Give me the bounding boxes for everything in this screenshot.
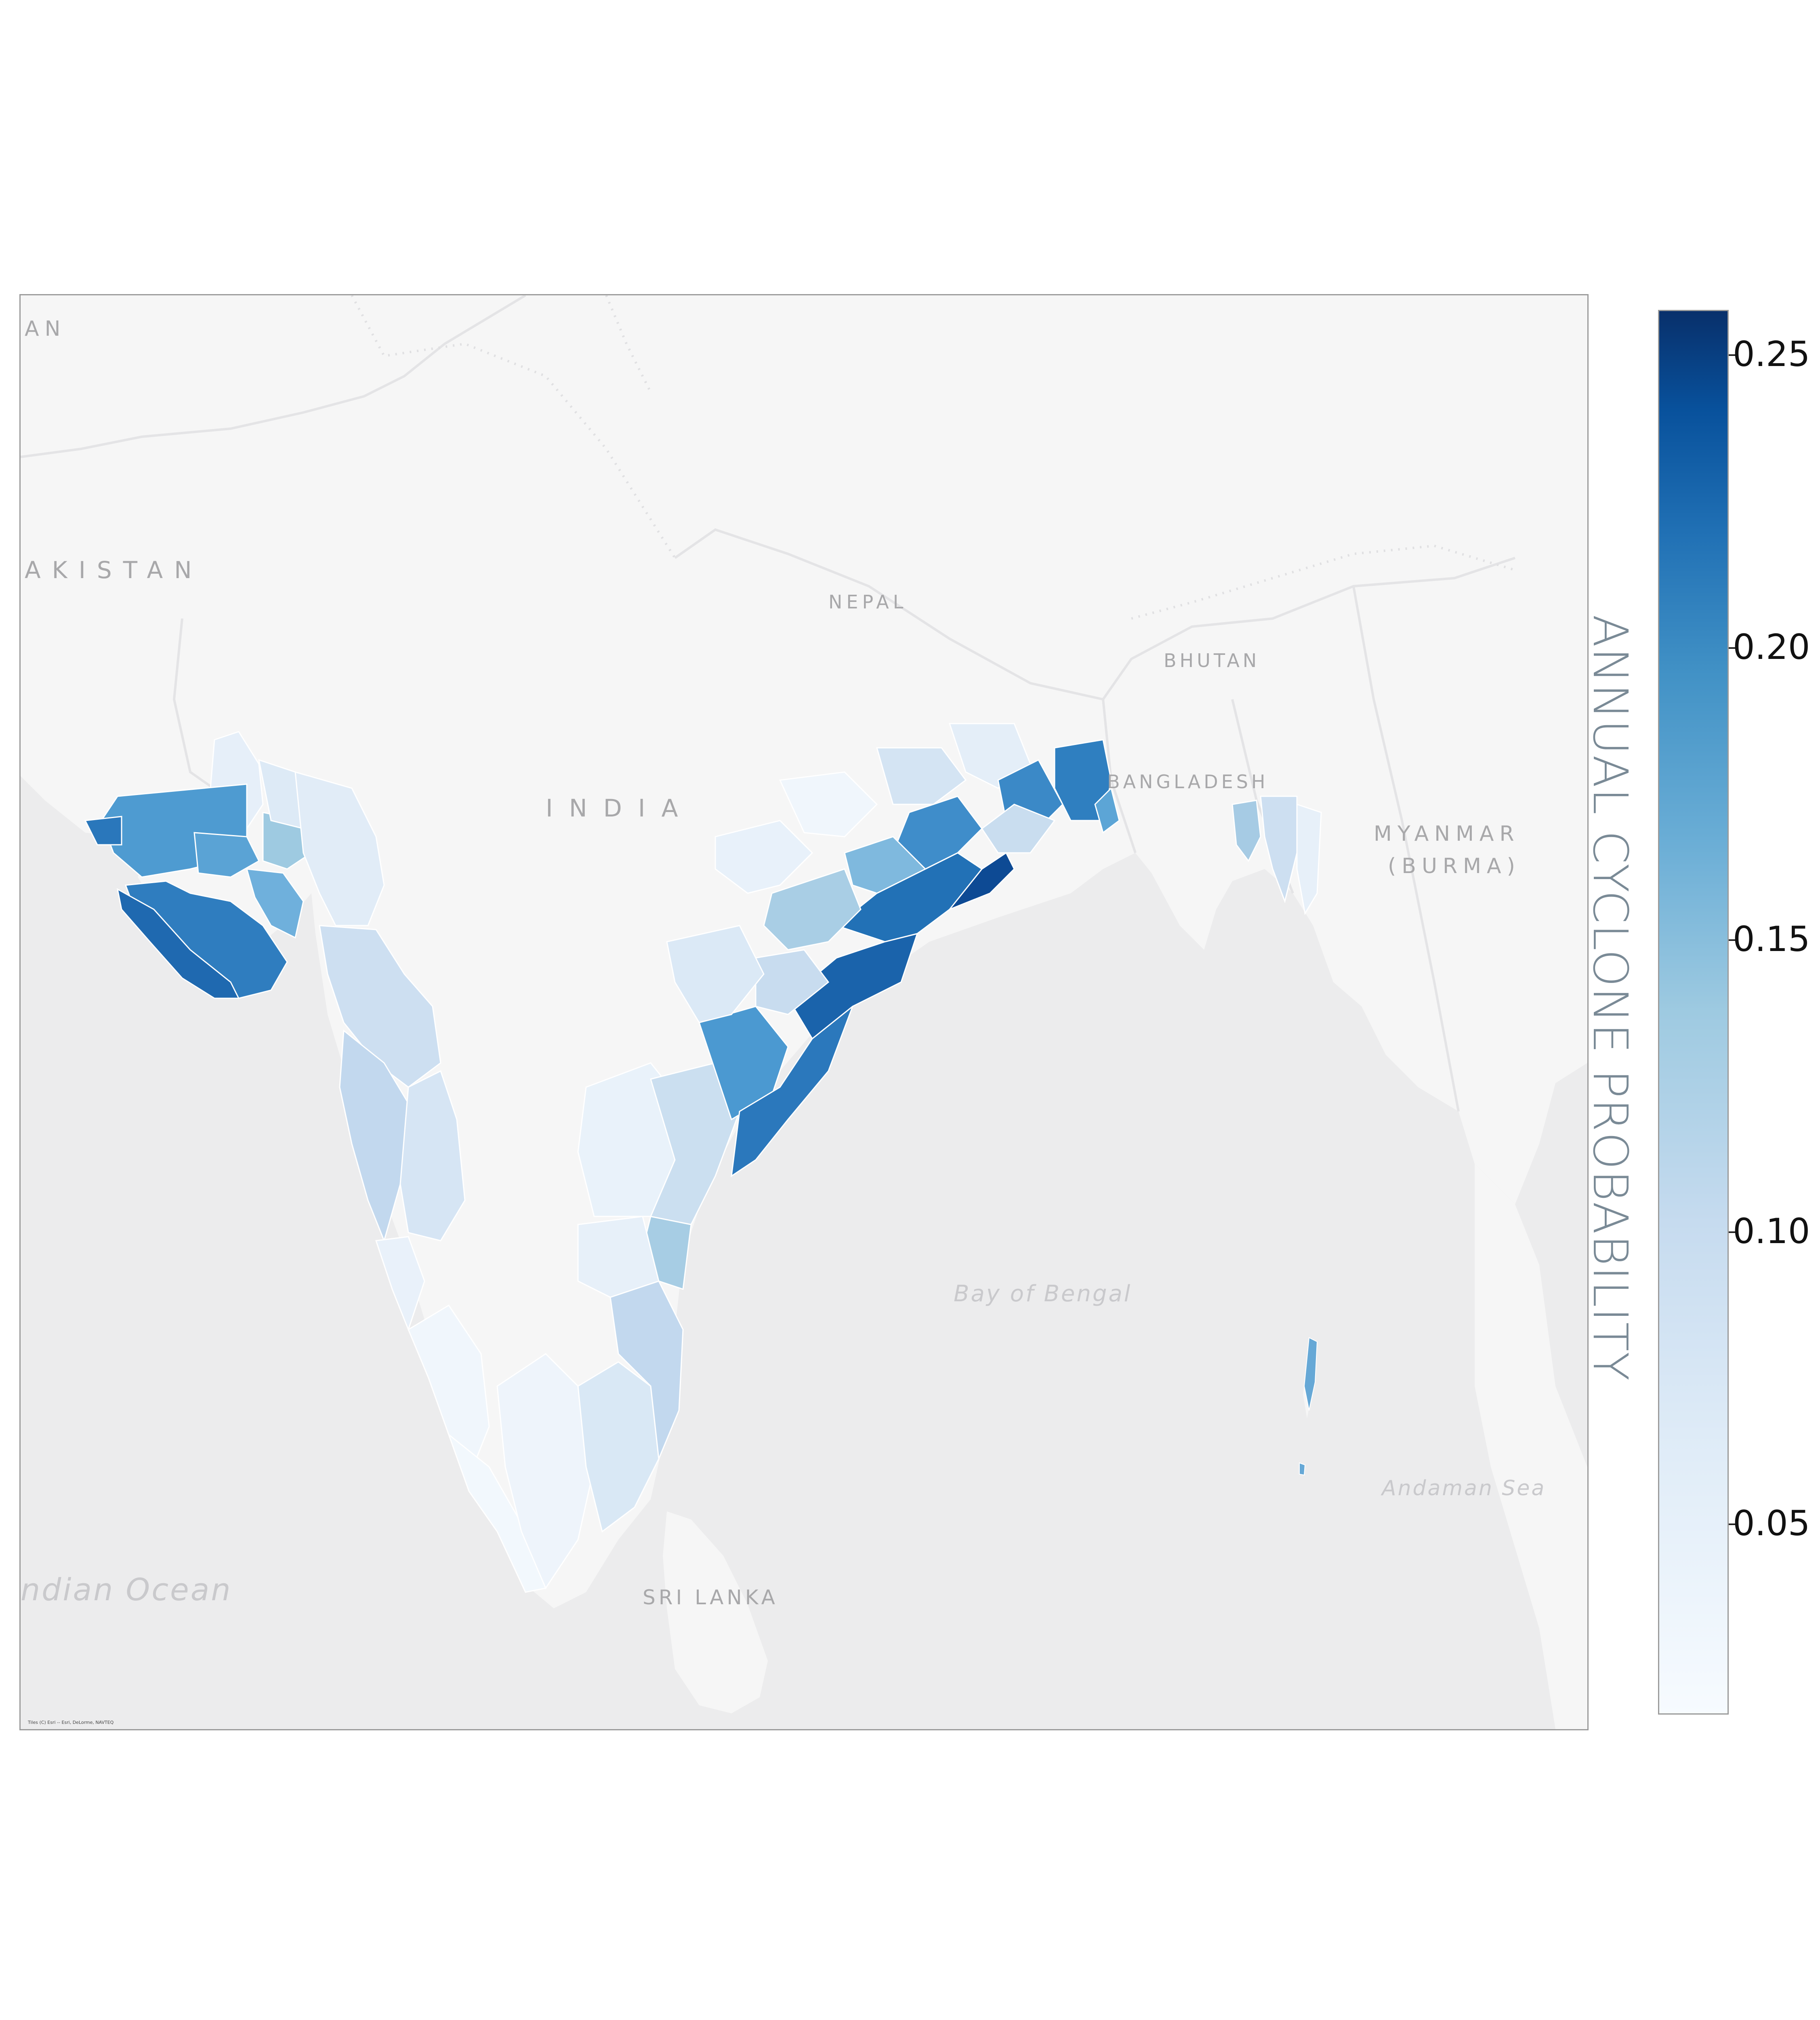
land-sri-lanka: [663, 1511, 768, 1713]
region-west-coast[interactable]: [294, 771, 547, 1593]
colorbar-tick: [1729, 647, 1738, 649]
colorbar: [1658, 310, 1729, 1715]
label-pakistan-top: AN: [25, 317, 66, 341]
region-gujarat[interactable]: [84, 731, 312, 999]
label-nepal: NEPAL: [828, 591, 907, 613]
colorbar-tick-label: 0.10: [1733, 1211, 1810, 1252]
label-bhutan: BHUTAN: [1164, 650, 1260, 671]
colorbar-tick-label: 0.15: [1733, 919, 1810, 960]
map-attribution: Tiles (C) Esri -- Esri, DeLorme, NAVTEQ: [28, 1720, 114, 1725]
label-sri-lanka: SRI LANKA: [643, 1586, 778, 1609]
choropleth-map: AN AKISTAN NEPAL BHUTAN INDIA BANGLADESH…: [21, 295, 1587, 1729]
label-pakistan: AKISTAN: [25, 556, 203, 584]
colorbar-tick-label: 0.25: [1733, 334, 1810, 375]
region-east-coast[interactable]: [496, 723, 1120, 1590]
label-myanmar-line1: MYANMAR: [1374, 822, 1520, 846]
label-myanmar-line2: (BURMA): [1388, 854, 1521, 878]
label-bangladesh: BANGLADESH: [1107, 771, 1269, 793]
disputed-borders: [351, 295, 1515, 620]
label-andaman-sea: Andaman Sea: [1381, 1476, 1546, 1500]
colorbar-label: ANNUAL CYCLONE PROBABILITY: [1583, 614, 1638, 1381]
colorbar-tick: [1729, 1523, 1738, 1525]
region-andaman-nicobar[interactable]: [1299, 1337, 1318, 1476]
colorbar-tick: [1729, 354, 1738, 356]
land-myanmar-south: [1475, 1164, 1587, 1729]
colorbar-tick-label: 0.20: [1733, 627, 1810, 667]
colorbar-tick-label: 0.05: [1733, 1503, 1810, 1544]
colorbar-tick: [1729, 1231, 1738, 1233]
label-indian-ocean: ndian Ocean: [21, 1572, 232, 1608]
region-northeast[interactable]: [1232, 795, 1322, 915]
label-bay-of-bengal: Bay of Bengal: [954, 1281, 1132, 1307]
colorbar-tick: [1729, 939, 1738, 941]
map-panel[interactable]: AN AKISTAN NEPAL BHUTAN INDIA BANGLADESH…: [19, 294, 1589, 1730]
label-india: INDIA: [546, 794, 694, 823]
